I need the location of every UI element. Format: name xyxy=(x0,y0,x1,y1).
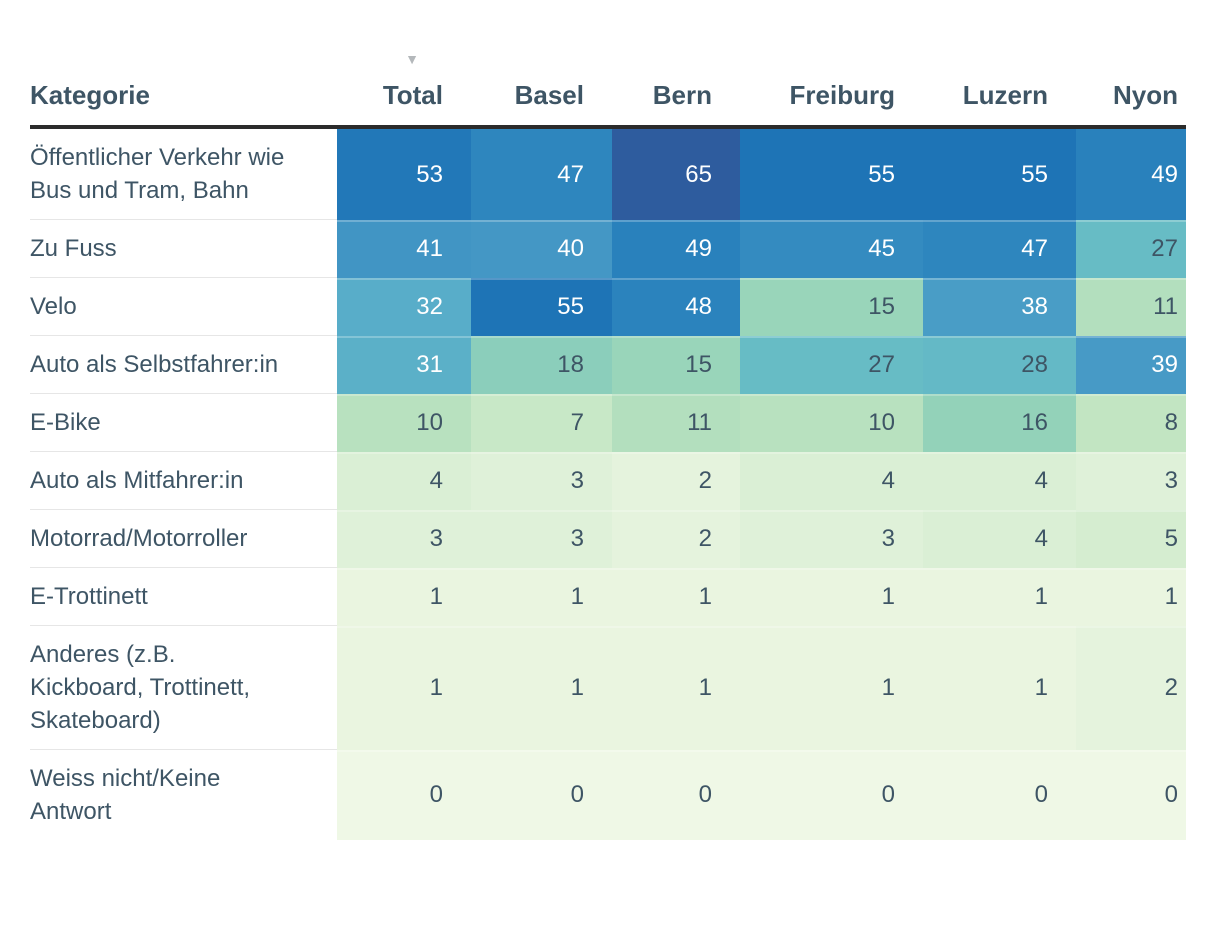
heat-cell: 39 xyxy=(1076,335,1186,394)
heat-cell: 1 xyxy=(923,625,1076,750)
heat-cell: 18 xyxy=(471,335,612,394)
heat-cell: 0 xyxy=(923,749,1076,840)
heat-cell: 0 xyxy=(612,749,740,840)
column-header-luzern[interactable]: Luzern xyxy=(923,36,1076,129)
header-row: Kategorie ▼ Total Basel Bern Freiburg Lu… xyxy=(30,36,1186,129)
sort-descending-icon: ▼ xyxy=(405,51,419,67)
heat-cell: 11 xyxy=(612,393,740,452)
heat-cell: 49 xyxy=(612,219,740,278)
heat-cell: 40 xyxy=(471,219,612,278)
column-header-label: Bern xyxy=(652,80,712,110)
heat-cell: 11 xyxy=(1076,277,1186,336)
heat-cell: 31 xyxy=(337,335,471,394)
row-category-label: Weiss nicht/Keine Antwort xyxy=(30,749,337,840)
table-row: Auto als Mitfahrer:in 4 3 2 4 4 3 xyxy=(30,451,1186,510)
heat-cell: 53 xyxy=(337,127,471,220)
table-row: Anderes (z.B. Kickboard, Trottinett, Ska… xyxy=(30,625,1186,750)
heat-cell: 8 xyxy=(1076,393,1186,452)
column-header-kategorie[interactable]: Kategorie xyxy=(30,36,337,129)
row-category-label: E-Bike xyxy=(30,393,337,452)
table-row: E-Bike 10 7 11 10 16 8 xyxy=(30,393,1186,452)
row-category-label: Motorrad/Motorroller xyxy=(30,509,337,568)
heat-cell: 27 xyxy=(740,335,923,394)
heat-cell: 2 xyxy=(612,451,740,510)
heat-cell: 0 xyxy=(337,749,471,840)
heat-cell: 15 xyxy=(740,277,923,336)
heatmap-table-card: Kategorie ▼ Total Basel Bern Freiburg Lu… xyxy=(30,36,1186,840)
table-row: Weiss nicht/Keine Antwort 0 0 0 0 0 0 xyxy=(30,749,1186,840)
column-header-total[interactable]: ▼ Total xyxy=(337,36,471,129)
heat-cell: 1 xyxy=(740,625,923,750)
heat-cell: 28 xyxy=(923,335,1076,394)
column-header-label: Total xyxy=(382,80,443,110)
heat-cell: 32 xyxy=(337,277,471,336)
heat-cell: 55 xyxy=(471,277,612,336)
heat-cell: 5 xyxy=(1076,509,1186,568)
column-header-label: Basel xyxy=(514,80,584,110)
table-row: Velo 32 55 48 15 38 11 xyxy=(30,277,1186,336)
column-header-label: Freiburg xyxy=(789,80,895,110)
column-header-freiburg[interactable]: Freiburg xyxy=(740,36,923,129)
heat-cell: 7 xyxy=(471,393,612,452)
heat-cell: 49 xyxy=(1076,127,1186,220)
table-row: E-Trottinett 1 1 1 1 1 1 xyxy=(30,567,1186,626)
column-header-basel[interactable]: Basel xyxy=(471,36,612,129)
row-category-label: Zu Fuss xyxy=(30,219,337,278)
heat-cell: 1 xyxy=(1076,567,1186,626)
row-category-label: Auto als Selbstfahrer:in xyxy=(30,335,337,394)
heat-cell: 1 xyxy=(471,567,612,626)
heat-cell: 2 xyxy=(612,509,740,568)
heat-cell: 1 xyxy=(612,625,740,750)
heatmap-table: Kategorie ▼ Total Basel Bern Freiburg Lu… xyxy=(30,36,1186,840)
table-row: Auto als Selbstfahrer:in 31 18 15 27 28 … xyxy=(30,335,1186,394)
row-category-label: Auto als Mitfahrer:in xyxy=(30,451,337,510)
heat-cell: 4 xyxy=(740,451,923,510)
heat-cell: 2 xyxy=(1076,625,1186,750)
heat-cell: 1 xyxy=(337,625,471,750)
heat-cell: 1 xyxy=(471,625,612,750)
heat-cell: 41 xyxy=(337,219,471,278)
heat-cell: 3 xyxy=(471,451,612,510)
table-row: Zu Fuss 41 40 49 45 47 27 xyxy=(30,219,1186,278)
heat-cell: 4 xyxy=(337,451,471,510)
heat-cell: 55 xyxy=(740,127,923,220)
column-header-nyon[interactable]: Nyon xyxy=(1076,36,1186,129)
column-header-bern[interactable]: Bern xyxy=(612,36,740,129)
heat-cell: 45 xyxy=(740,219,923,278)
heat-cell: 1 xyxy=(923,567,1076,626)
heat-cell: 47 xyxy=(471,127,612,220)
row-category-label: Velo xyxy=(30,277,337,336)
row-category-label: E-Trottinett xyxy=(30,567,337,626)
heat-cell: 4 xyxy=(923,451,1076,510)
table-row: Motorrad/Motorroller 3 3 2 3 4 5 xyxy=(30,509,1186,568)
heat-cell: 0 xyxy=(740,749,923,840)
row-category-label: Öffentlicher Verkehr wie Bus und Tram, B… xyxy=(30,144,285,204)
heat-cell: 10 xyxy=(337,393,471,452)
heat-cell: 3 xyxy=(471,509,612,568)
heat-cell: 0 xyxy=(1076,749,1186,840)
heat-cell: 16 xyxy=(923,393,1076,452)
heat-cell: 1 xyxy=(740,567,923,626)
column-header-label: Luzern xyxy=(962,80,1048,110)
row-category-label: Anderes (z.B. Kickboard, Trottinett, Ska… xyxy=(30,625,337,750)
heat-cell: 3 xyxy=(1076,451,1186,510)
heat-cell: 65 xyxy=(612,127,740,220)
heat-cell: 10 xyxy=(740,393,923,452)
heat-cell: 47 xyxy=(923,219,1076,278)
heat-cell: 48 xyxy=(612,277,740,336)
heat-cell: 27 xyxy=(1076,219,1186,278)
heat-cell: 3 xyxy=(740,509,923,568)
heat-cell: 0 xyxy=(471,749,612,840)
heat-cell: 1 xyxy=(337,567,471,626)
heat-cell: 15 xyxy=(612,335,740,394)
table-row: Öffentlicher Verkehr wie Bus und Tram, B… xyxy=(30,127,1186,220)
heat-cell: 38 xyxy=(923,277,1076,336)
heat-cell: 3 xyxy=(337,509,471,568)
heat-cell: 55 xyxy=(923,127,1076,220)
heat-cell: 1 xyxy=(612,567,740,626)
column-header-label: Nyon xyxy=(1113,80,1178,110)
heat-cell: 4 xyxy=(923,509,1076,568)
